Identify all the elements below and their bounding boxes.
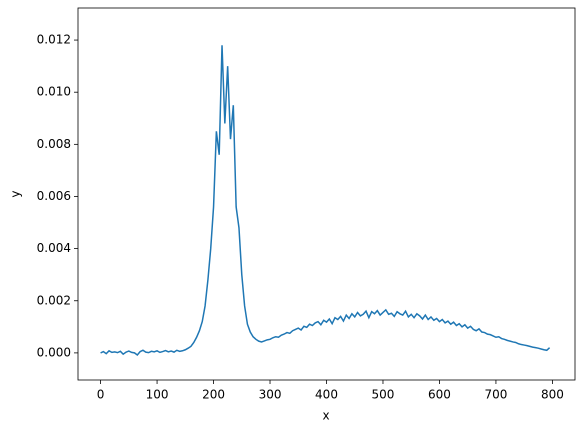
x-tick-label: 800 <box>541 388 564 402</box>
y-tick-label: 0.002 <box>37 293 71 307</box>
y-tick-label: 0.010 <box>37 85 71 99</box>
plot-frame <box>77 7 576 381</box>
x-axis-label: x <box>322 409 329 423</box>
y-tick-label: 0.008 <box>37 137 71 151</box>
y-tick-label: 0.006 <box>37 189 71 203</box>
x-tick-label: 500 <box>372 388 395 402</box>
x-tick-label: 300 <box>259 388 282 402</box>
x-tick-label: 200 <box>202 388 225 402</box>
y-tick-label: 0.004 <box>37 241 71 255</box>
y-axis-label: y <box>9 190 23 197</box>
y-tick-label: 0.000 <box>37 345 71 359</box>
x-tick-label: 600 <box>428 388 451 402</box>
data-line <box>100 45 551 356</box>
x-tick-label: 0 <box>97 388 105 402</box>
x-tick-label: 700 <box>484 388 507 402</box>
x-tick-label: 400 <box>315 388 338 402</box>
x-tick-label: 100 <box>146 388 169 402</box>
y-tick-label: 0.012 <box>37 33 71 47</box>
